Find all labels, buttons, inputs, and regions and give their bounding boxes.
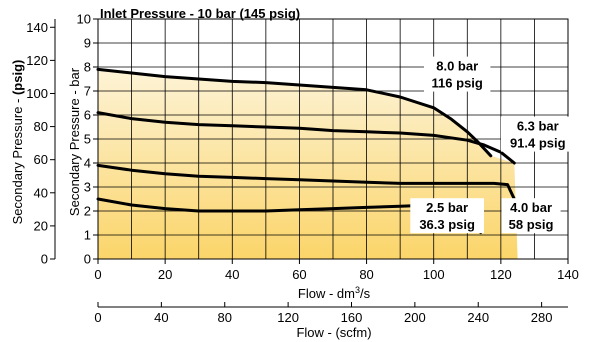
series-label-2: 4.0 bar 58 psig <box>501 198 561 234</box>
x2-tick-label: 200 <box>404 310 426 325</box>
y-bar-tick-label: 3 <box>84 180 91 195</box>
x2-axis-title-scfm: Flow - (scfm) <box>296 325 371 340</box>
series-labels: 8.0 bar 116 psig 6.3 bar 91.4 psig 4.0 bar 58… <box>410 56 575 234</box>
y-bar-tick-label: 5 <box>84 132 91 147</box>
y-psig-tick-label: 0 <box>41 252 48 267</box>
series-line-0 <box>96 67 493 158</box>
x2-tick-label: 160 <box>341 310 363 325</box>
x-tick-label: 60 <box>292 267 306 282</box>
y-bar-tick-label: 9 <box>84 36 91 51</box>
x2-tick-label: 40 <box>154 310 168 325</box>
y-bar-tick-label: 7 <box>84 84 91 99</box>
series-label-line1: 8.0 bar <box>436 59 478 74</box>
x2-tick-label: 280 <box>531 310 553 325</box>
series-label-3: 2.5 bar 36.3 psig <box>410 198 484 234</box>
x-axis-title-tail: /s <box>360 286 371 301</box>
x2-tick-label: 0 <box>94 310 101 325</box>
y-psig-tick-label: 40 <box>34 185 48 200</box>
y-axis-title-psig-unit: (psig) <box>10 60 25 95</box>
x2-tick-label: 120 <box>277 310 299 325</box>
series-label-background <box>500 116 575 152</box>
series-label-0: 8.0 bar 116 psig <box>424 56 491 92</box>
x-axis-title-main: Flow - dm <box>298 286 355 301</box>
series-lines <box>96 67 520 235</box>
series-line-1 <box>96 111 516 165</box>
x-tick-label: 140 <box>557 267 579 282</box>
x2-tick-label: 240 <box>467 310 489 325</box>
y-psig-tick-label: 100 <box>26 86 48 101</box>
series-label-background <box>501 198 561 234</box>
series-label-line2: 36.3 psig <box>419 217 475 232</box>
series-label-1: 6.3 bar 91.4 psig <box>500 116 575 152</box>
x-axis-title-flow: Flow - dm3/s <box>298 285 371 301</box>
series-label-line2: 116 psig <box>432 76 483 91</box>
chart-title: Inlet Pressure - 10 bar (145 psig) <box>100 6 300 21</box>
x-tick-label: 40 <box>225 267 239 282</box>
series-label-background <box>410 198 484 234</box>
x-tick-label: 0 <box>94 267 101 282</box>
x2-tick-label: 80 <box>218 310 232 325</box>
y-axis-title-bar: Secondary Pressure - bar <box>67 67 82 216</box>
y-bar-tick-label: 4 <box>84 156 91 171</box>
y-psig-tick-label: 140 <box>26 20 48 35</box>
y-bar-tick-label: 10 <box>77 12 91 27</box>
y-psig-tick-label: 60 <box>34 152 48 167</box>
series-label-line2: 58 psig <box>509 217 554 232</box>
x-tick-label: 80 <box>359 267 373 282</box>
series-label-line1: 6.3 bar <box>517 119 559 134</box>
y-psig-tick-label: 20 <box>34 218 48 233</box>
x-tick-label: 120 <box>490 267 512 282</box>
series-label-line1: 4.0 bar <box>510 200 552 215</box>
series-label-background <box>424 56 491 92</box>
y-bar-tick-label: 1 <box>84 228 91 243</box>
y-axis-title-psig-prefix: Secondary Pressure - <box>10 95 25 224</box>
series-label-line1: 2.5 bar <box>426 200 468 215</box>
x-tick-label: 20 <box>158 267 172 282</box>
x-axis-title-sup: 3 <box>355 285 360 295</box>
y-axis-title-psig: Secondary Pressure - (psig) <box>10 60 25 225</box>
series-label-line2: 91.4 psig <box>510 136 566 151</box>
y-bar-tick-label: 0 <box>84 252 91 267</box>
x-tick-label: 100 <box>423 267 445 282</box>
y-bar-tick-label: 6 <box>84 108 91 123</box>
y-psig-tick-label: 80 <box>34 119 48 134</box>
y-bar-tick-label: 2 <box>84 204 91 219</box>
series-line-2 <box>96 163 520 218</box>
y-bar-tick-label: 8 <box>84 60 91 75</box>
y-psig-tick-label: 120 <box>26 53 48 68</box>
